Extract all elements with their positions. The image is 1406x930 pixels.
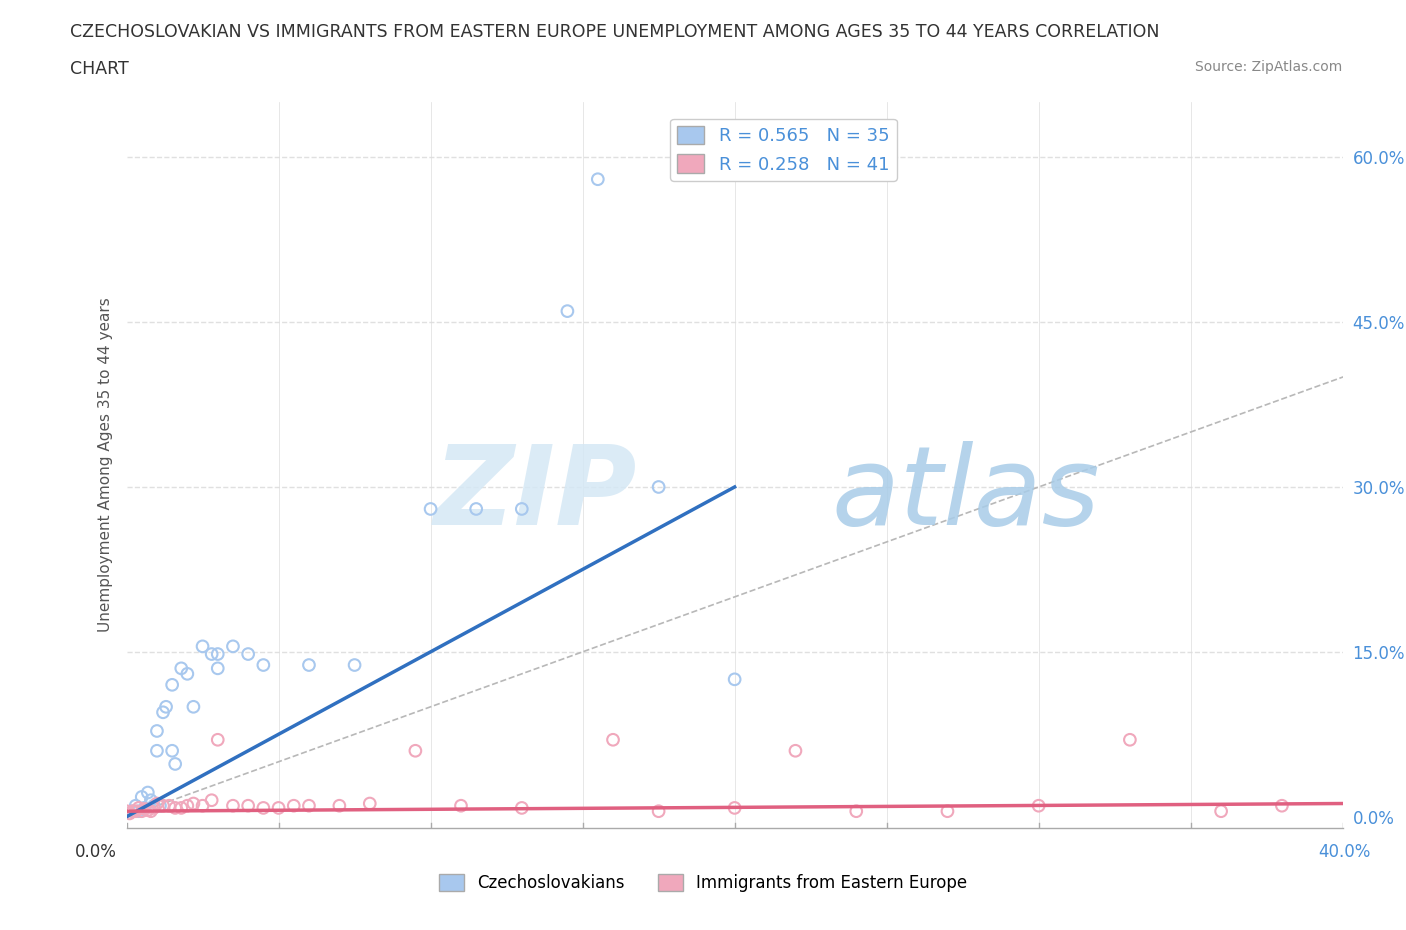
Point [160, 677, 183, 692]
Point [252, 658, 274, 672]
Point [146, 743, 169, 758]
Point [586, 172, 609, 187]
Point [207, 661, 229, 676]
Point [146, 724, 169, 738]
Point [845, 804, 868, 818]
Point [165, 801, 187, 816]
Point [236, 798, 259, 813]
Point [183, 796, 205, 811]
Point [170, 661, 193, 676]
Point [724, 801, 747, 816]
Point [155, 699, 177, 714]
Point [222, 639, 245, 654]
Point [283, 798, 305, 813]
Point [134, 801, 156, 816]
Point [115, 804, 138, 818]
Point [165, 756, 187, 771]
Point [149, 798, 172, 813]
Point [201, 792, 224, 807]
Point [136, 803, 159, 817]
Point [510, 501, 533, 516]
Point [131, 790, 153, 804]
Point [298, 798, 321, 813]
Point [207, 646, 229, 661]
Point [139, 804, 162, 818]
Legend: Czechoslovakians, Immigrants from Eastern Europe: Czechoslovakians, Immigrants from Easter… [432, 867, 974, 898]
Point [557, 304, 579, 319]
Point [136, 785, 159, 800]
Point [121, 804, 143, 818]
Point [142, 801, 165, 816]
Point [176, 667, 198, 682]
Point [252, 801, 274, 816]
Point [128, 804, 150, 818]
Point [124, 798, 146, 813]
Point [465, 501, 488, 516]
Text: 40.0%: 40.0% [1317, 844, 1371, 861]
Point [157, 798, 180, 813]
Text: CHART: CHART [70, 60, 129, 78]
Point [183, 699, 205, 714]
Point [298, 658, 321, 672]
Point [201, 646, 224, 661]
Point [1119, 732, 1142, 747]
Text: atlas: atlas [832, 441, 1101, 548]
Point [121, 804, 143, 818]
Point [236, 646, 259, 661]
Point [510, 801, 533, 816]
Point [785, 743, 807, 758]
Point [647, 804, 669, 818]
Text: 0.0%: 0.0% [75, 844, 117, 861]
Point [207, 732, 229, 747]
Point [128, 801, 150, 816]
Point [131, 804, 153, 818]
Point [404, 743, 426, 758]
Legend: R = 0.565   N = 35, R = 0.258   N = 41: R = 0.565 N = 35, R = 0.258 N = 41 [671, 119, 897, 180]
Text: CZECHOSLOVAKIAN VS IMMIGRANTS FROM EASTERN EUROPE UNEMPLOYMENT AMONG AGES 35 TO : CZECHOSLOVAKIAN VS IMMIGRANTS FROM EASTE… [70, 23, 1160, 41]
Point [134, 802, 156, 817]
Point [191, 639, 214, 654]
Y-axis label: Unemployment Among Ages 35 to 44 years: Unemployment Among Ages 35 to 44 years [97, 298, 112, 632]
Point [152, 705, 174, 720]
Point [724, 671, 747, 686]
Point [647, 480, 669, 495]
Point [176, 798, 198, 813]
Point [124, 804, 146, 818]
Point [450, 798, 472, 813]
Point [142, 798, 165, 813]
Point [118, 806, 141, 821]
Point [1271, 798, 1294, 813]
Point [191, 798, 214, 813]
Point [1028, 798, 1050, 813]
Point [139, 792, 162, 807]
Point [936, 804, 959, 818]
Text: Source: ZipAtlas.com: Source: ZipAtlas.com [1195, 60, 1343, 74]
Text: ZIP: ZIP [434, 441, 637, 548]
Point [602, 732, 624, 747]
Point [1211, 804, 1233, 818]
Point [359, 796, 381, 811]
Point [170, 801, 193, 816]
Point [160, 743, 183, 758]
Point [419, 501, 441, 516]
Point [267, 801, 290, 816]
Point [146, 796, 169, 811]
Point [152, 798, 174, 813]
Point [222, 798, 245, 813]
Point [343, 658, 366, 672]
Point [328, 798, 350, 813]
